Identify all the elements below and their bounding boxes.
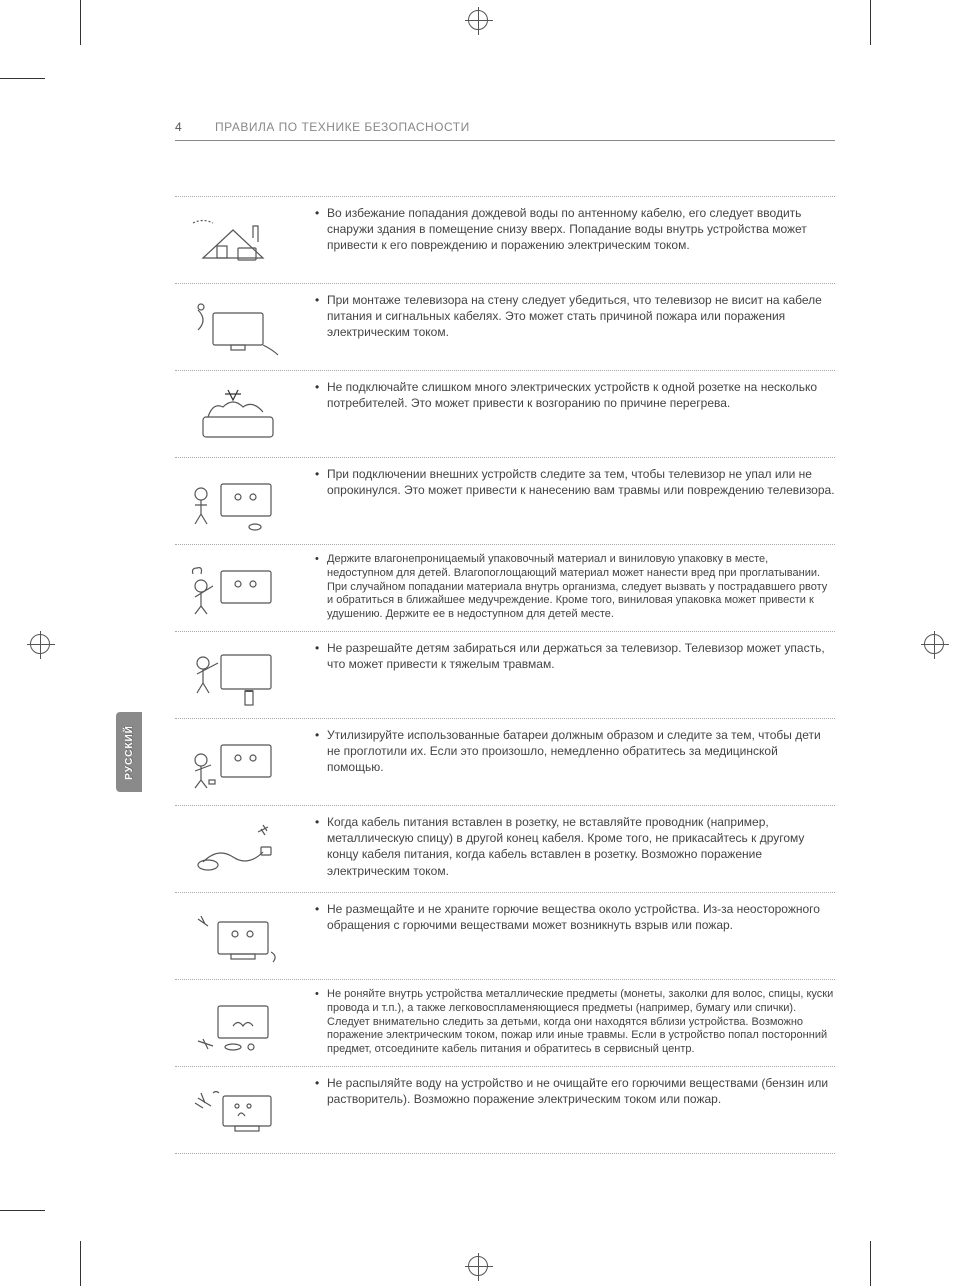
safety-text: Не разрешайте детям забираться или держа… (313, 640, 835, 710)
safety-item: Не подключайте слишком много электрическ… (327, 379, 835, 411)
safety-item: Не разрешайте детям забираться или держа… (327, 640, 835, 672)
page-number: 4 (175, 120, 215, 134)
safety-text: Не размещайте и не храните горючие вещес… (313, 901, 835, 971)
safety-text: Когда кабель питания вставлен в розетку,… (313, 814, 835, 884)
safety-row: Держите влагонепроницаемый упаковочный м… (175, 544, 835, 631)
safety-row: При подключении внешних устройств следит… (175, 457, 835, 544)
safety-row: При монтаже телевизора на стену следует … (175, 283, 835, 370)
safety-text: Утилизируйте использованные батареи долж… (313, 727, 835, 797)
page-content: 4 ПРАВИЛА ПО ТЕХНИКЕ БЕЗОПАСНОСТИ Во изб… (175, 120, 835, 1154)
safety-text: Не распыляйте воду на устройство и не оч… (313, 1075, 835, 1145)
safety-item: При монтаже телевизора на стену следует … (327, 292, 835, 341)
safety-item: Не распыляйте воду на устройство и не оч… (327, 1075, 835, 1107)
page-header: 4 ПРАВИЛА ПО ТЕХНИКЕ БЕЗОПАСНОСТИ (175, 120, 835, 141)
language-tab: РУССКИЙ (116, 712, 142, 792)
safety-text: При подключении внешних устройств следит… (313, 466, 835, 536)
safety-text: Не роняйте внутрь устройства металлическ… (313, 988, 835, 1058)
safety-row: Не разрешайте детям забираться или держа… (175, 631, 835, 718)
safety-illustration-icon (175, 988, 301, 1058)
safety-illustration-icon (175, 640, 301, 710)
safety-row: Когда кабель питания вставлен в розетку,… (175, 805, 835, 892)
safety-illustration-icon (175, 292, 301, 362)
safety-row: Во избежание попадания дождевой воды по … (175, 196, 835, 283)
safety-illustration-icon (175, 553, 301, 623)
safety-row: Не размещайте и не храните горючие вещес… (175, 892, 835, 979)
safety-illustration-icon (175, 379, 301, 449)
language-label: РУССКИЙ (124, 725, 135, 780)
safety-item: Держите влагонепроницаемый упаковочный м… (327, 553, 835, 622)
safety-text: При монтаже телевизора на стену следует … (313, 292, 835, 362)
safety-text: Не подключайте слишком много электрическ… (313, 379, 835, 449)
safety-item: Во избежание попадания дождевой воды по … (327, 205, 835, 254)
safety-row: Не роняйте внутрь устройства металлическ… (175, 979, 835, 1066)
safety-text: Во избежание попадания дождевой воды по … (313, 205, 835, 275)
safety-row: Утилизируйте использованные батареи долж… (175, 718, 835, 805)
safety-illustration-icon (175, 727, 301, 797)
safety-illustration-icon (175, 901, 301, 971)
safety-row: Не распыляйте воду на устройство и не оч… (175, 1066, 835, 1154)
safety-item: Когда кабель питания вставлен в розетку,… (327, 814, 835, 879)
safety-item: Не размещайте и не храните горючие вещес… (327, 901, 835, 933)
safety-item: Не роняйте внутрь устройства металлическ… (327, 988, 835, 1057)
safety-illustration-icon (175, 1075, 301, 1145)
section-title: ПРАВИЛА ПО ТЕХНИКЕ БЕЗОПАСНОСТИ (215, 120, 470, 134)
safety-rows: Во избежание попадания дождевой воды по … (175, 196, 835, 1154)
safety-text: Держите влагонепроницаемый упаковочный м… (313, 553, 835, 623)
safety-illustration-icon (175, 814, 301, 884)
safety-illustration-icon (175, 466, 301, 536)
safety-illustration-icon (175, 205, 301, 275)
safety-item: Утилизируйте использованные батареи долж… (327, 727, 835, 776)
safety-item: При подключении внешних устройств следит… (327, 466, 835, 498)
safety-row: Не подключайте слишком много электрическ… (175, 370, 835, 457)
